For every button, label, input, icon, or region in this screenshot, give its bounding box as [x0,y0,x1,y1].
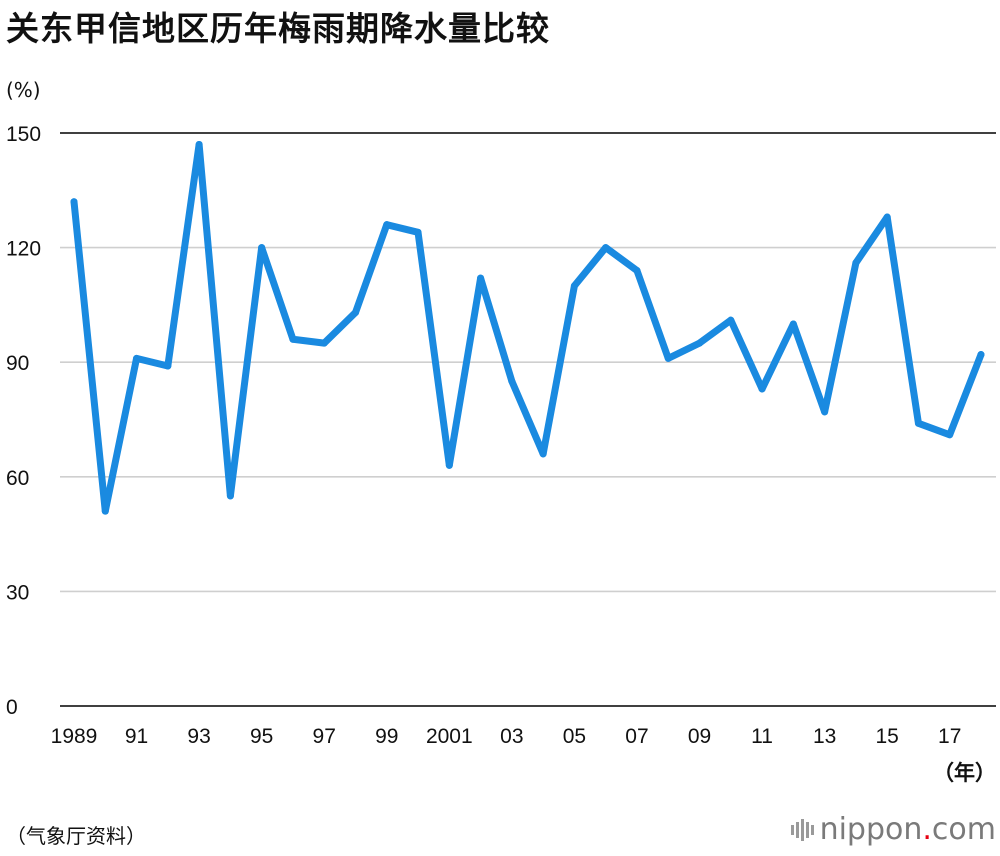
data-point-2000 [414,228,422,236]
data-point-1998 [351,309,359,317]
logo-dot: . [922,812,932,847]
data-point-2012 [789,320,797,328]
data-point-1990 [101,507,109,515]
data-point-1992 [164,362,172,370]
data-point-2004 [539,450,547,458]
chart-title: 关东甲信地区历年梅雨期降水量比较 [6,9,550,48]
x-tick-label-99: 99 [375,725,398,748]
data-point-2008 [664,354,672,362]
x-tick-label-03: 03 [500,725,523,748]
logo-text-prefix: nippon [819,812,923,847]
y-tick-label-120: 120 [6,238,41,261]
x-tick-label-05: 05 [563,725,586,748]
gridlines [60,132,996,707]
data-point-1999 [383,221,391,229]
series-line-group [70,140,985,515]
data-point-2002 [477,274,485,282]
data-point-2013 [821,408,829,416]
x-tick-label-07: 07 [625,725,648,748]
x-tick-label-13: 13 [813,725,836,748]
y-tick-label-90: 90 [6,352,29,375]
data-point-1994 [226,492,234,500]
y-tick-labels: 0 30 60 90 120 150 [6,123,41,719]
x-tick-label-1989: 1989 [51,725,98,748]
x-tick-label-11: 11 [751,725,773,748]
y-tick-label-150: 150 [6,123,41,146]
series-line-0 [70,140,985,515]
logo-bars-icon [790,818,814,841]
y-tick-label-60: 60 [6,467,29,490]
x-tick-labels: 1989 91 93 95 97 99 2001 03 05 07 09 11 13 15 17 [51,725,962,748]
nippon-logo: nippon. com [790,812,996,847]
x-tick-label-15: 15 [875,725,898,748]
data-point-1995 [258,244,266,252]
data-point-1996 [289,335,297,343]
data-point-2011 [758,385,766,393]
data-point-2007 [633,267,641,275]
x-tick-label-93: 93 [187,725,210,748]
data-point-2010 [727,316,735,324]
y-tick-label-0: 0 [6,696,18,719]
x-tick-label-17: 17 [938,725,961,748]
data-point-1993 [195,140,203,148]
logo-text-suffix: com [931,812,996,847]
data-point-2003 [508,377,516,385]
data-point-2017 [946,431,954,439]
x-tick-label-91: 91 [125,725,148,748]
data-point-2009 [696,339,704,347]
data-point-2014 [852,259,860,267]
data-point-2015 [883,213,891,221]
data-point-2006 [602,244,610,252]
y-axis-unit-label: (%) [6,78,41,102]
data-point-1989 [70,198,78,206]
x-tick-label-09: 09 [688,725,711,748]
x-tick-label-2001: 2001 [426,725,473,748]
x-axis-unit-label: （年） [933,761,996,785]
data-point-2001 [445,461,453,469]
data-point-2018 [977,351,985,359]
data-point-2005 [570,282,578,290]
data-point-1997 [320,339,328,347]
x-tick-label-95: 95 [250,725,273,748]
y-tick-label-30: 30 [6,581,29,604]
x-tick-label-97: 97 [313,725,336,748]
source-note: （气象厅资料） [6,824,146,848]
data-point-2016 [914,419,922,427]
data-point-1991 [133,354,141,362]
